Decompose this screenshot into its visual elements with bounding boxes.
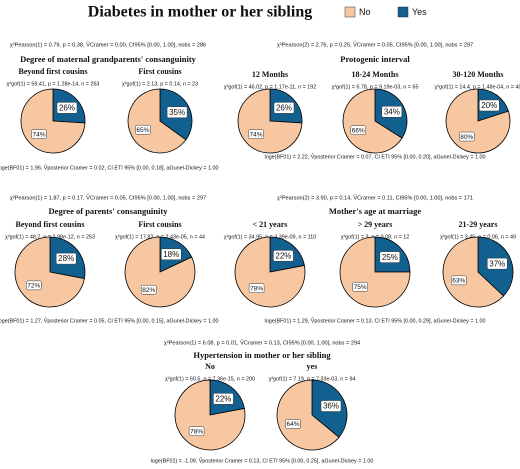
panel-title: Protogenic interval — [340, 54, 410, 64]
value-label: 36% — [323, 402, 339, 411]
value-label: 63% — [452, 278, 465, 285]
value-label-box — [55, 252, 77, 265]
panel-stats: χ²Pearson(2) = 2.76, p = 0.25, V̂Cramer … — [277, 42, 473, 49]
subplot-title: 12 Months — [252, 70, 288, 79]
legend-swatch — [344, 6, 356, 18]
subplot-stats: χ²gof(1) = 60.5, p = 7.36e-15, n = 200 — [165, 376, 255, 382]
subplot-title: 18-24 Months — [352, 70, 399, 79]
pie-slice — [342, 88, 403, 154]
value-label: 26% — [59, 103, 75, 112]
value-label: 64% — [286, 421, 299, 428]
value-label-box — [273, 250, 294, 262]
panel-stats: χ²Pearson(1) = 1.87, p = 0.17, V̂Cramer … — [10, 195, 206, 202]
pie-slice — [127, 88, 187, 154]
subplot-stats: χ²gof(1) = 7.19, p = 7.33e-03, n = 94 — [269, 376, 356, 382]
panel-bayes: loge(BF01) = 2.22, V̂posterior Cramer = … — [265, 154, 486, 161]
panel-stats: χ²Pearson(1) = 0.79, p = 0.38, V̂Cramer … — [10, 42, 206, 49]
legend-label: Yes — [412, 7, 427, 17]
subplot-stats: χ²gof(1) = 46.02, p = 1.17e-11, n = 192 — [224, 84, 317, 90]
value-label: 25% — [382, 253, 398, 262]
value-label-box — [450, 275, 467, 286]
value-label-box — [285, 419, 301, 429]
value-label: 75% — [354, 284, 367, 291]
panel-title: Degree of parents' consanguinity — [49, 206, 169, 216]
value-label: 74% — [32, 131, 45, 138]
panel-bayes: loge(BF01) = -1.09, V̂posterior Cramer =… — [151, 458, 374, 465]
value-label: 82% — [142, 287, 155, 294]
value-label-box — [56, 102, 78, 114]
panel-bayes: loge(BF01) = 1.27, V̂posterior Cramer = … — [0, 318, 218, 325]
value-label: 74% — [249, 131, 262, 138]
value-label: 22% — [215, 394, 231, 403]
value-label: 65% — [136, 127, 149, 134]
panel-stats: χ²Pearson(2) = 3.90, p = 0.14, V̂Cramer … — [277, 195, 473, 202]
pie-slice — [276, 379, 340, 451]
subplot-stats: χ²gof(1) = 2.13, p = 0.14, n = 23 — [122, 81, 198, 87]
value-label-box — [350, 125, 366, 135]
value-label: 26% — [276, 103, 292, 112]
subplot-title: 21-29 years — [459, 220, 498, 229]
subplot-stats: χ²gof(1) = 59.41, p = 1.28e-14, n = 263 — [7, 81, 100, 87]
subplot-title: Beyond first cousins — [19, 67, 88, 76]
value-label: 66% — [352, 127, 365, 134]
panel-title: Mother's age at marriage — [329, 206, 422, 216]
value-label-box — [31, 129, 47, 139]
value-label: 18% — [163, 250, 179, 259]
value-label-box — [273, 102, 295, 114]
value-label: 78% — [250, 285, 263, 292]
value-label-box — [248, 283, 265, 293]
value-label: 35% — [169, 108, 185, 117]
subplot-stats: χ²gof(1) = 6.78, p = 9.19e-03, n = 65 — [332, 84, 419, 90]
figure-title: Diabetes in mother or her sibling — [88, 4, 312, 21]
panel-title: Hypertension in mother or her sibling — [193, 350, 331, 360]
panel-title: Degree of maternal grandparents' consang… — [20, 54, 197, 64]
value-label: 37% — [489, 259, 505, 268]
subplot-title: 30-120 Months — [453, 70, 504, 79]
value-label-box — [161, 248, 182, 261]
value-label-box — [140, 284, 157, 295]
value-label-box — [379, 251, 401, 263]
value-label-box — [248, 129, 264, 139]
value-label-box — [26, 280, 42, 291]
value-label-box — [320, 400, 342, 412]
subplot-title: Beyond first cousins — [16, 220, 85, 229]
value-label: 78% — [190, 428, 203, 435]
subplot-title: First cousins — [138, 220, 181, 229]
value-label: 22% — [275, 251, 291, 260]
value-label-box — [458, 131, 475, 142]
subplot-title: yes — [307, 362, 318, 371]
subplot-title: No — [205, 362, 215, 371]
legend-label: No — [359, 7, 371, 17]
panel-stats: χ²Pearson(1) = 6.08, p = 0.01, V̂Cramer … — [164, 340, 360, 347]
panel-bayes: loge(BF01) = 1.96, V̂posterior Cramer = … — [0, 165, 218, 172]
value-label-box — [487, 257, 508, 270]
value-label: 80% — [460, 134, 473, 141]
value-label-box — [213, 393, 234, 405]
value-label-box — [135, 124, 151, 135]
value-label: 28% — [58, 254, 74, 263]
value-label-box — [188, 426, 205, 436]
subplot-title: First cousins — [138, 67, 181, 76]
value-label: 34% — [384, 107, 400, 116]
value-label-box — [352, 282, 368, 292]
subplot-stats: χ²gof(1) = 14.4, p = 1.48e-04, n = 40 — [435, 84, 520, 90]
value-label-box — [166, 106, 188, 119]
value-label: 20% — [481, 101, 497, 110]
subplot-title: > 29 years — [358, 220, 393, 229]
value-label-box — [381, 106, 403, 118]
pie-slice — [442, 236, 505, 308]
value-label-box — [479, 99, 500, 112]
panel-bayes: loge(BF01) = 1.29, V̂posterior Cramer = … — [265, 318, 486, 325]
legend-swatch — [397, 6, 409, 18]
value-label: 72% — [27, 283, 40, 290]
subplot-title: < 21 years — [253, 220, 288, 229]
